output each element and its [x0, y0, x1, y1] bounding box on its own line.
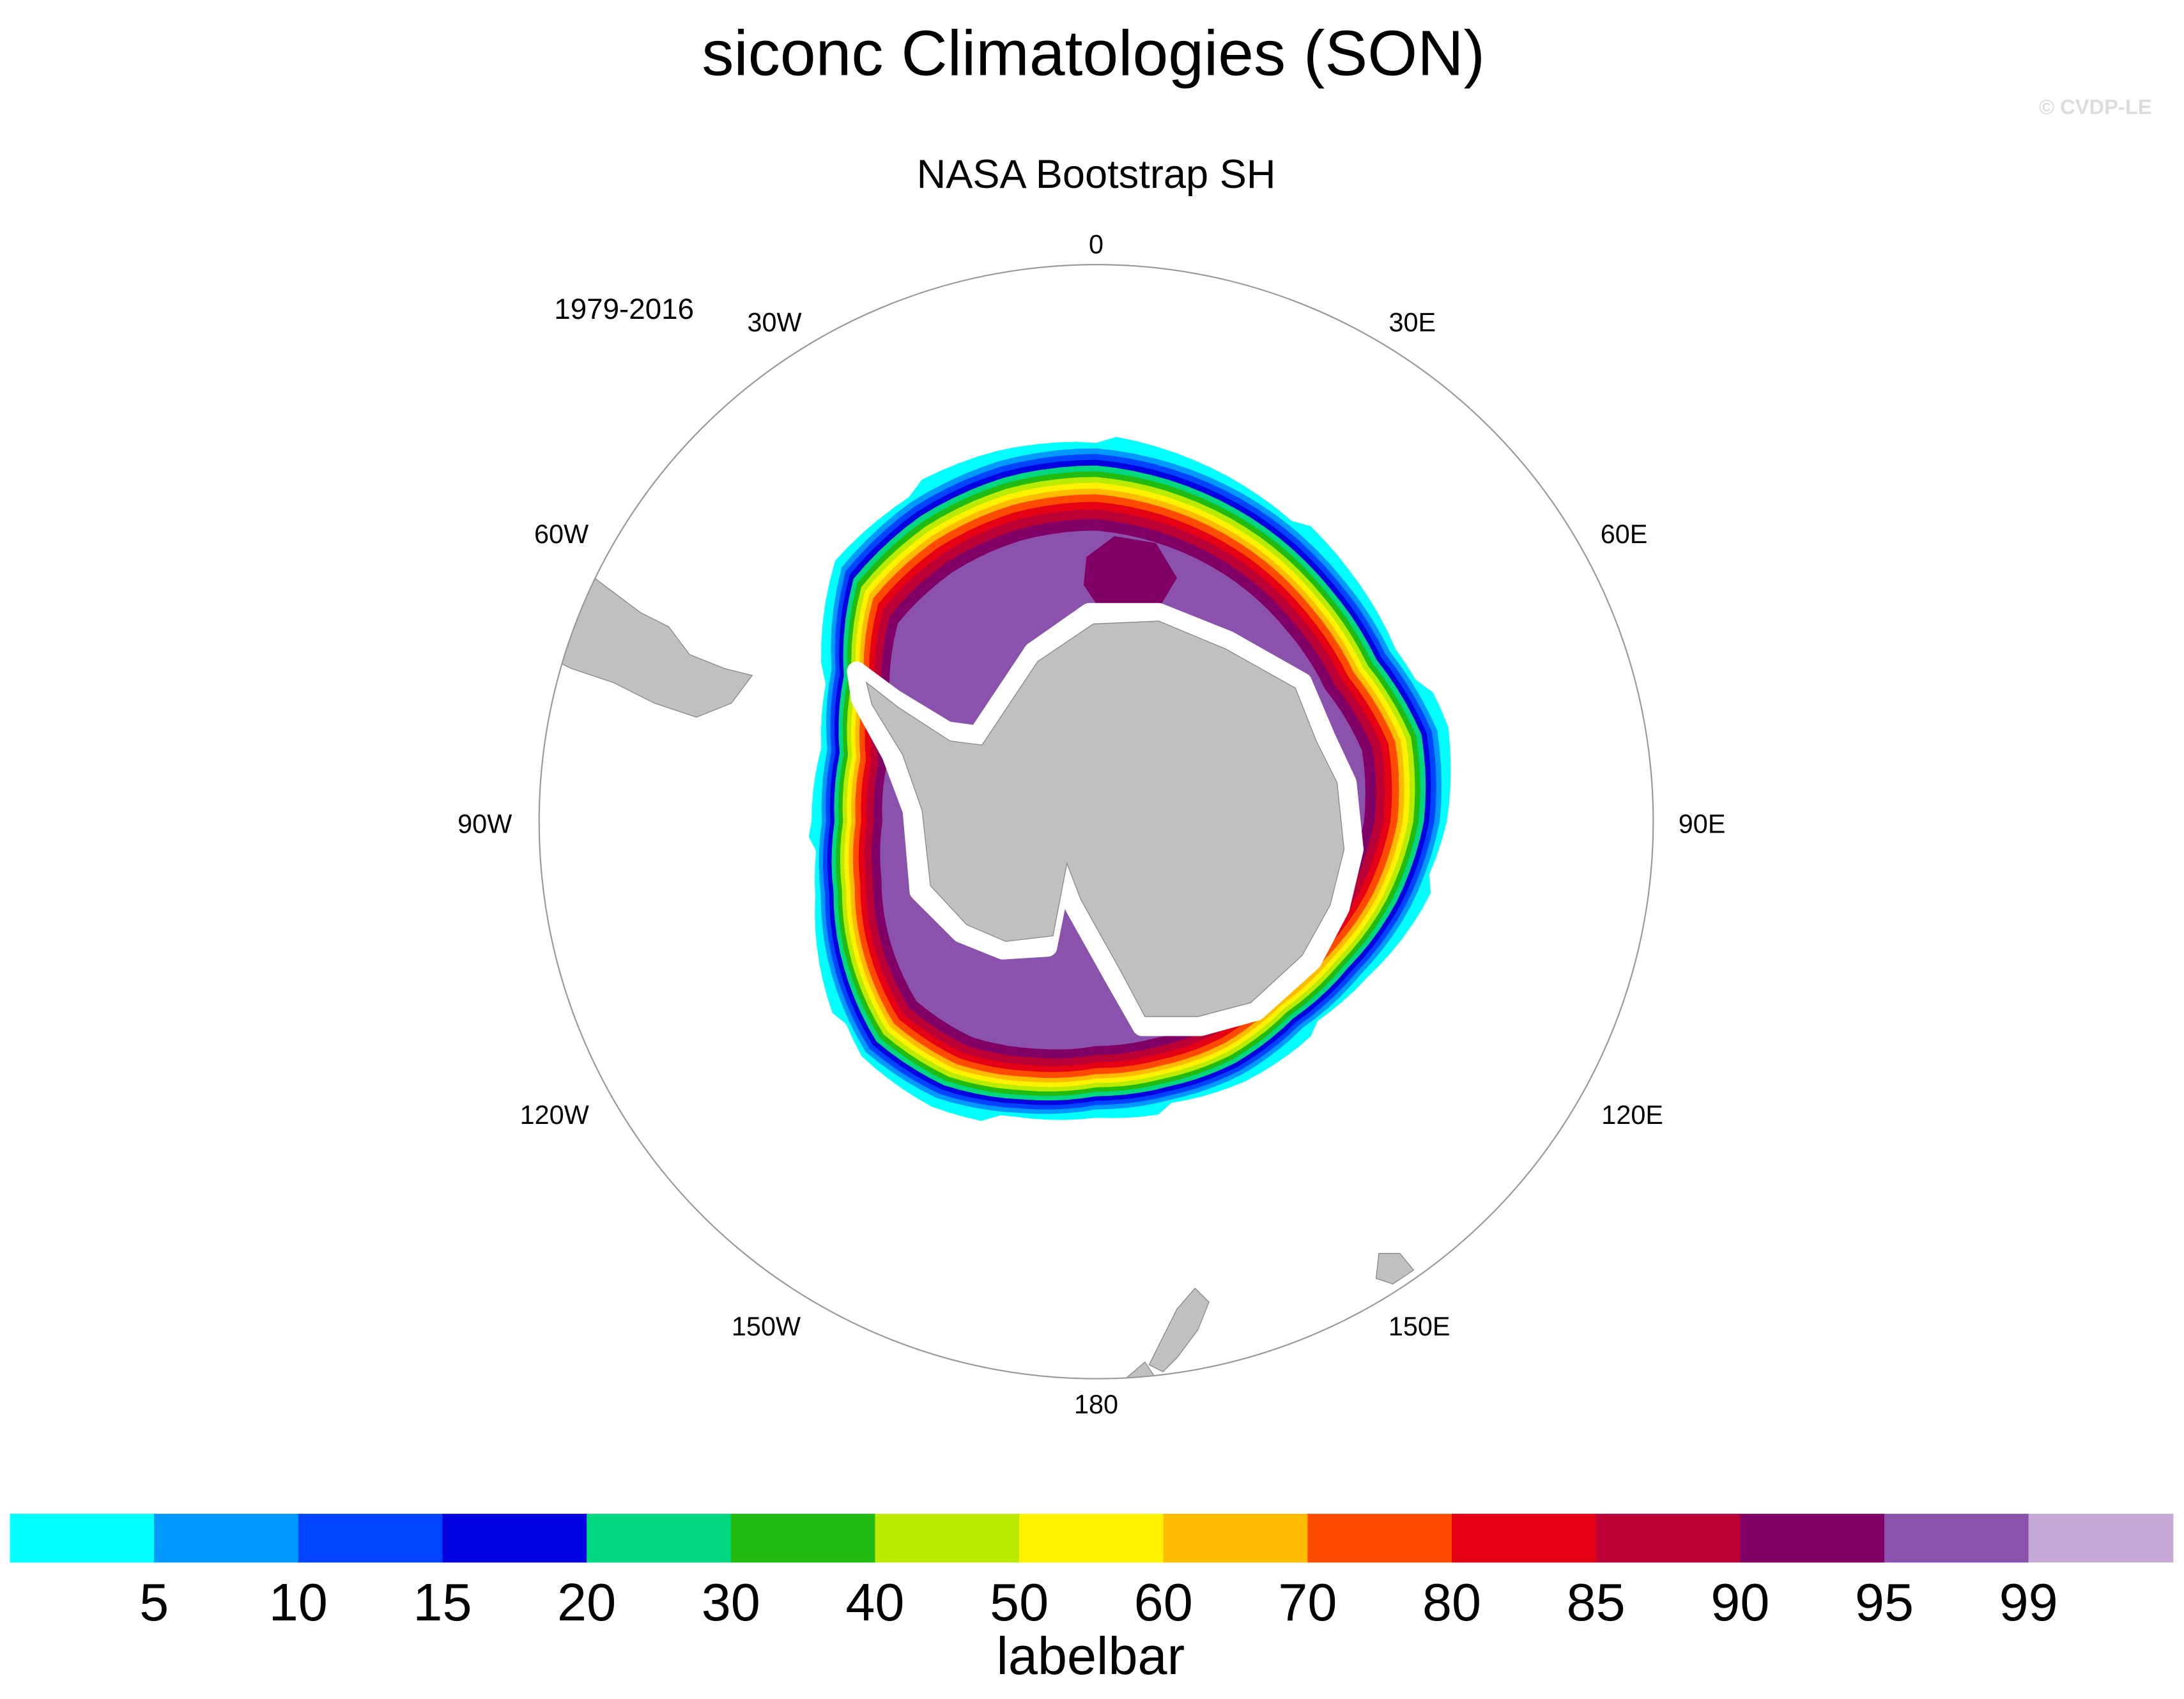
labelbar-swatch — [442, 1514, 588, 1563]
tasmania-land — [1375, 1252, 1415, 1285]
antarctica-land — [865, 620, 1345, 1017]
labelbar-tick-label: 99 — [1999, 1572, 2058, 1632]
lon-label-90e: 90E — [1679, 809, 1726, 838]
labelbar-tick-label: 80 — [1422, 1572, 1481, 1632]
lon-label-180: 180 — [1074, 1390, 1118, 1419]
map-boundary — [538, 264, 1654, 1380]
labelbar-swatch — [298, 1514, 443, 1563]
lon-label-30e: 30E — [1388, 308, 1436, 337]
labelbar-swatch — [587, 1514, 732, 1563]
labelbar-swatch — [10, 1514, 155, 1563]
labelbar-swatch — [875, 1514, 1020, 1563]
labelbar-tick-label: 20 — [557, 1572, 616, 1632]
labelbar-tick-label: 15 — [413, 1572, 472, 1632]
lon-label-60e: 60E — [1601, 519, 1648, 549]
labelbar-tick-label: 50 — [990, 1572, 1049, 1632]
labelbar-swatch — [1019, 1514, 1164, 1563]
lon-label-90w: 90W — [458, 809, 512, 838]
labelbar-swatch — [1163, 1514, 1309, 1563]
labelbar-tick-label: 90 — [1711, 1572, 1769, 1632]
lon-label-150w: 150W — [732, 1312, 801, 1341]
lon-label-60w: 60W — [534, 519, 588, 549]
lon-label-120w: 120W — [520, 1100, 589, 1130]
figure-title: siconc Climatologies (SON) — [702, 18, 1485, 89]
labelbar-tick-label: 10 — [269, 1572, 328, 1632]
labelbar-tick-label: 40 — [845, 1572, 904, 1632]
lon-label-150e: 150E — [1388, 1312, 1450, 1341]
south-america-land — [542, 570, 753, 718]
lon-label-120e: 120E — [1601, 1100, 1663, 1130]
ice-band-90-patch — [1083, 536, 1177, 613]
polar-map — [542, 436, 1451, 1379]
labelbar-swatch — [730, 1514, 876, 1563]
labelbar-tick-label: 5 — [139, 1572, 169, 1632]
labelbar-swatch — [1596, 1514, 1741, 1563]
new-zealand-land — [1125, 1288, 1210, 1379]
labelbar-tick-label: 85 — [1567, 1572, 1626, 1632]
period-label: 1979-2016 — [554, 293, 694, 325]
longitude-labels: 0 30E 60E 90E 120E 150E 180 150W 120W 90… — [458, 230, 1725, 1420]
lon-label-0: 0 — [1089, 230, 1104, 259]
panel-subtitle: NASA Bootstrap SH — [917, 152, 1276, 197]
labelbar-swatch — [154, 1514, 299, 1563]
labelbar-swatch — [2028, 1514, 2174, 1563]
labelbar-swatch — [1307, 1514, 1453, 1563]
labelbar-swatch — [1884, 1514, 2029, 1563]
labelbar-tick-label: 30 — [702, 1572, 760, 1632]
lon-label-30w: 30W — [748, 308, 802, 337]
labelbar-swatch — [1740, 1514, 1886, 1563]
labelbar: 5 10 15 20 30 40 50 60 70 80 85 90 95 99 — [10, 1514, 2174, 1632]
labelbar-tick-label: 60 — [1134, 1572, 1193, 1632]
labelbar-tick-label: 95 — [1855, 1572, 1914, 1632]
watermark: © CVDP-LE — [2039, 95, 2152, 119]
labelbar-tick-label: 70 — [1278, 1572, 1337, 1632]
labelbar-swatch — [1452, 1514, 1597, 1563]
labelbar-title: labelbar — [996, 1626, 1185, 1686]
